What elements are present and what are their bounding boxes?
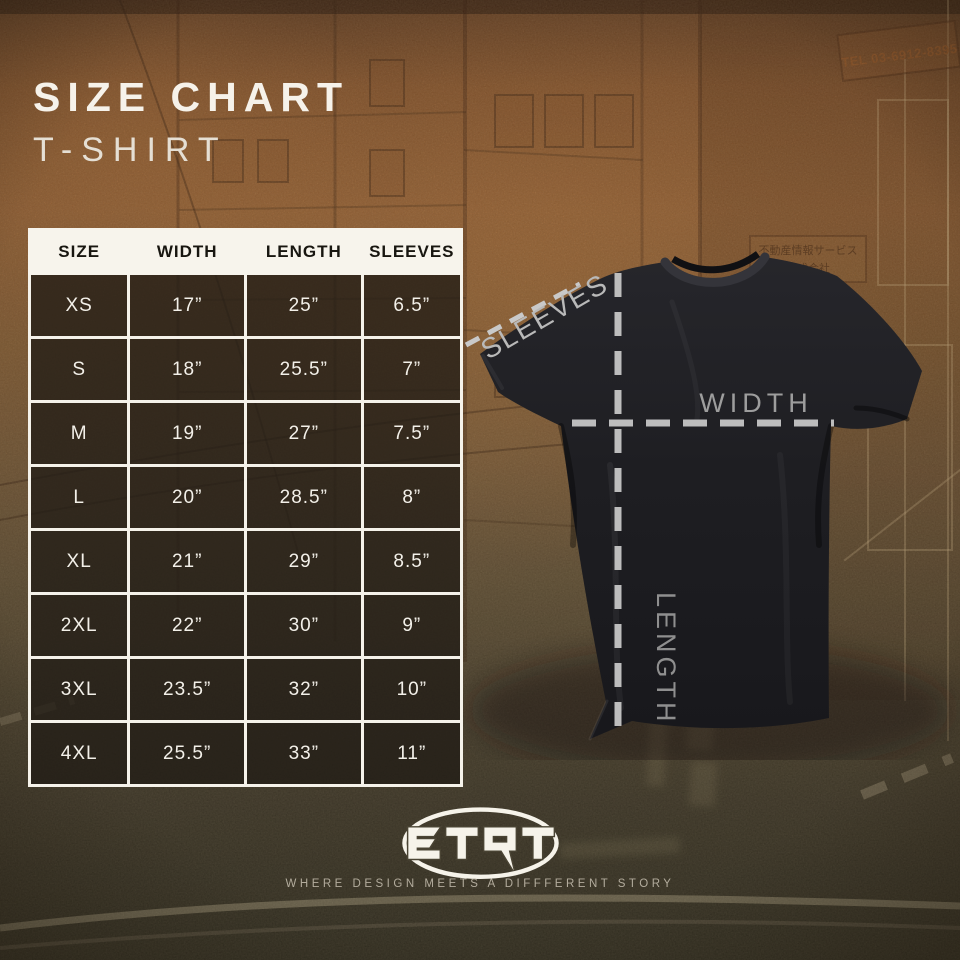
collar-opening (671, 251, 761, 274)
table-cell: 20” (127, 464, 247, 531)
table-cell: 8” (360, 464, 464, 531)
table-cell: 4XL (27, 720, 131, 787)
table-cell: 8.5” (360, 528, 464, 595)
table-cell: 18” (127, 336, 247, 403)
table-row: 3XL 23.5” 32” 10” (27, 656, 464, 723)
table-cell: S (27, 336, 131, 403)
table-cell: 10” (360, 656, 464, 723)
table-row: L 20” 28.5” 8” (27, 464, 464, 531)
table-cell: 25” (243, 272, 364, 339)
table-row: 4XL 25.5” 33” 11” (27, 720, 464, 787)
table-row: 2XL 22” 30” 9” (27, 592, 464, 659)
logo-letters (406, 826, 556, 872)
table-cell: 23.5” (127, 656, 247, 723)
table-cell: 25.5” (243, 336, 364, 403)
table-header-row: SIZE WIDTH LENGTH SLEEVES (27, 228, 464, 275)
table-cell: 6.5” (360, 272, 464, 339)
table-cell: 25.5” (127, 720, 247, 787)
table-cell: XL (27, 528, 131, 595)
page-title: SIZE CHART (33, 74, 349, 120)
table-cell: 29” (243, 528, 364, 595)
column-header-sleeves: SLEEVES (360, 228, 464, 275)
table-row: S 18” 25.5” 7” (27, 336, 464, 403)
brand-tagline: WHERE DESIGN MEETS A DIFFFERENT STORY (285, 878, 675, 890)
table-cell: XS (27, 272, 131, 339)
table-cell: 11” (360, 720, 464, 787)
table-cell: 7” (360, 336, 464, 403)
page-subtitle: T-SHIRT (33, 131, 228, 169)
table-row: XL 21” 29” 8.5” (27, 528, 464, 595)
table-cell: 22” (127, 592, 247, 659)
table-cell: 28.5” (243, 464, 364, 531)
table-cell: 21” (127, 528, 247, 595)
column-header-size: SIZE (27, 228, 131, 275)
table-cell: 3XL (27, 656, 131, 723)
width-label: WIDTH (699, 388, 812, 418)
size-chart-table: SIZE WIDTH LENGTH SLEEVES XS 17” 25” 6.5… (27, 228, 464, 787)
table-cell: 7.5” (360, 400, 464, 467)
measurement-lines (464, 273, 834, 729)
table-row: M 19” 27” 7.5” (27, 400, 464, 467)
table-cell: 27” (243, 400, 364, 467)
table-cell: 30” (243, 592, 364, 659)
table-row: XS 17” 25” 6.5” (27, 272, 464, 339)
table-cell: 19” (127, 400, 247, 467)
table-cell: M (27, 400, 131, 467)
table-cell: 2XL (27, 592, 131, 659)
table-cell: L (27, 464, 131, 531)
tshirt-shape (480, 257, 922, 739)
tshirt-diagram: SLEEVES WIDTH LENGTH (464, 251, 950, 760)
etqt-logo (402, 807, 559, 879)
column-header-width: WIDTH (127, 228, 247, 275)
table-cell: 17” (127, 272, 247, 339)
table-cell: 32” (243, 656, 364, 723)
table-cell: 9” (360, 592, 464, 659)
logo-ellipse (402, 807, 559, 879)
title-block: SIZE CHART T-SHIRT (33, 74, 349, 170)
table-cell: 33” (243, 720, 364, 787)
length-label: LENGTH (651, 592, 681, 726)
sleeve-line (464, 281, 582, 348)
column-header-length: LENGTH (243, 228, 364, 275)
collar (660, 252, 770, 287)
